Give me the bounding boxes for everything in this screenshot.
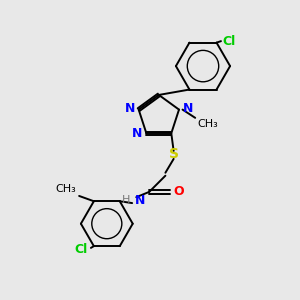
Text: CH₃: CH₃ <box>197 119 218 129</box>
Text: N: N <box>124 103 135 116</box>
Text: H: H <box>122 195 130 205</box>
Text: O: O <box>173 185 184 198</box>
Text: S: S <box>169 148 178 161</box>
Text: N: N <box>134 194 145 207</box>
Text: N: N <box>132 128 142 140</box>
Text: Cl: Cl <box>74 244 87 256</box>
Text: CH₃: CH₃ <box>56 184 76 194</box>
Text: Cl: Cl <box>223 35 236 48</box>
Text: N: N <box>183 103 193 116</box>
